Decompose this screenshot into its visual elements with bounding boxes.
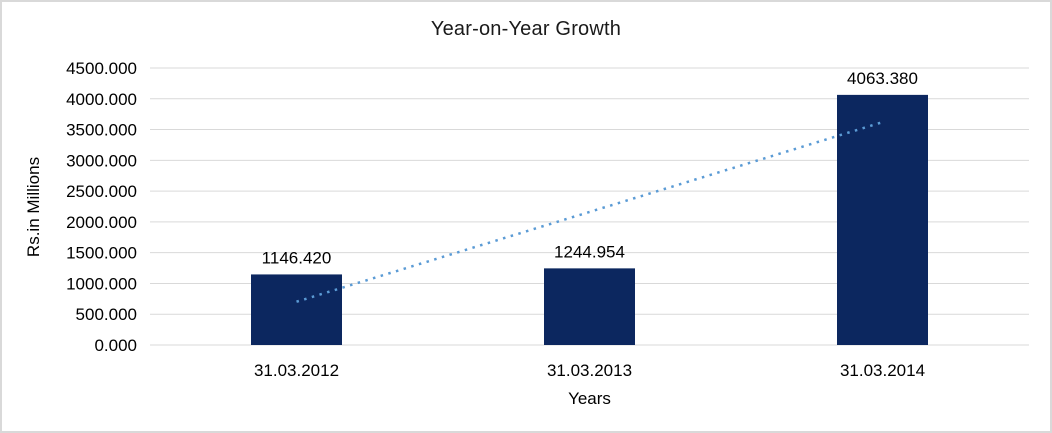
trendline (296, 120, 883, 303)
y-tick-label: 2500.000 (66, 182, 137, 201)
y-tick-label: 3500.000 (66, 121, 137, 140)
y-tick-label: 4000.000 (66, 90, 137, 109)
x-category-label: 31.03.2012 (254, 361, 339, 380)
y-tick-label: 0.000 (94, 336, 137, 355)
y-tick-label: 500.000 (76, 305, 137, 324)
bar-value-label: 4063.380 (847, 69, 918, 88)
y-tick-label: 3000.000 (66, 151, 137, 170)
bar-value-label: 1146.420 (262, 248, 332, 267)
x-category-label: 31.03.2013 (547, 361, 632, 380)
x-category-label: 31.03.2014 (840, 361, 925, 380)
x-axis-title: Years (568, 389, 611, 408)
bar-31.03.2014 (837, 94, 928, 345)
y-tick-label: 2000.000 (66, 213, 137, 232)
bar-31.03.2012 (251, 274, 342, 345)
bar-31.03.2013 (544, 268, 635, 345)
chart-title: Year-on-Year Growth (430, 18, 622, 40)
y-tick-label: 1500.000 (66, 244, 137, 263)
y-tick-label: 4500.000 (66, 59, 137, 78)
bar-value-label: 1244.954 (554, 242, 625, 261)
y-axis-title: Rs.in Millions (24, 157, 43, 257)
y-tick-label: 1000.000 (66, 274, 137, 293)
